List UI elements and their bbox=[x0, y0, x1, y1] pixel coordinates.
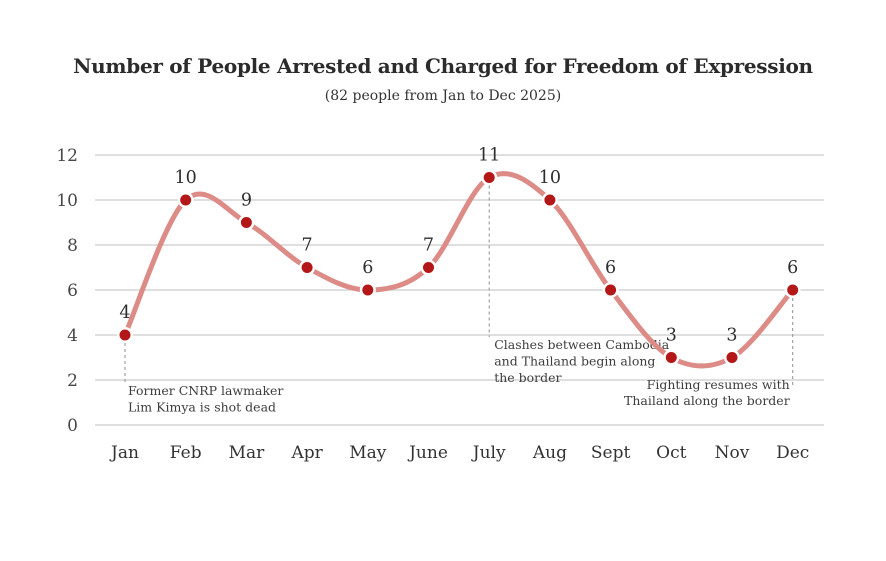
data-label-dec: 6 bbox=[787, 258, 798, 278]
annotation-text-dec-line-1: Fighting resumes with bbox=[647, 377, 790, 392]
data-label-feb: 10 bbox=[175, 168, 197, 188]
x-tick-label-feb: Feb bbox=[170, 443, 202, 463]
marker-nov bbox=[726, 352, 738, 363]
chart-title: Number of People Arrested and Charged fo… bbox=[73, 54, 813, 78]
y-tick-label-10: 10 bbox=[56, 191, 78, 211]
y-tick-label-0: 0 bbox=[67, 416, 78, 436]
y-tick-label-12: 12 bbox=[56, 146, 78, 166]
y-tick-label-8: 8 bbox=[67, 236, 78, 256]
annotation-text-jan-line-2: Lim Kimya is shot dead bbox=[128, 400, 276, 415]
x-tick-label-mar: Mar bbox=[229, 443, 266, 463]
x-tick-label-may: May bbox=[349, 443, 387, 463]
marker-mar bbox=[240, 217, 252, 228]
x-tick-label-apr: Apr bbox=[290, 443, 323, 463]
marker-oct bbox=[665, 352, 677, 363]
marker-may bbox=[362, 284, 374, 296]
marker-june bbox=[423, 262, 434, 273]
x-tick-label-july: July bbox=[471, 443, 506, 463]
marker-aug bbox=[544, 194, 556, 206]
data-label-sept: 6 bbox=[605, 258, 616, 278]
y-tick-label-4: 4 bbox=[67, 326, 78, 346]
data-label-jan: 4 bbox=[119, 303, 130, 323]
x-tick-label-aug: Aug bbox=[532, 443, 567, 463]
data-label-june: 7 bbox=[423, 236, 434, 256]
marker-apr bbox=[301, 262, 313, 273]
y-tick-label-2: 2 bbox=[67, 371, 78, 391]
x-tick-label-sept: Sept bbox=[591, 443, 631, 463]
annotation-text-july-line-2: and Thailand begin along bbox=[494, 354, 655, 369]
marker-feb bbox=[180, 194, 192, 206]
x-tick-label-june: June bbox=[407, 443, 448, 463]
series-line bbox=[122, 171, 796, 369]
data-label-may: 6 bbox=[362, 258, 373, 278]
annotation-text-july-line-1: Clashes between Cambodia bbox=[494, 337, 670, 352]
annotation-text-dec-line-2: Thailand along the border bbox=[624, 393, 790, 408]
marker-sept bbox=[605, 284, 617, 296]
marker-jan bbox=[119, 329, 131, 341]
annotation-text-july-line-3: the border bbox=[494, 370, 561, 385]
chart-subtitle: (82 people from Jan to Dec 2025) bbox=[324, 88, 562, 104]
data-label-apr: 7 bbox=[302, 236, 313, 256]
data-label-oct: 3 bbox=[666, 326, 677, 346]
x-tick-label-jan: Jan bbox=[109, 443, 139, 463]
y-tick-label-6: 6 bbox=[67, 281, 78, 301]
marker-july bbox=[483, 172, 495, 183]
data-label-nov: 3 bbox=[726, 326, 737, 346]
data-label-aug: 10 bbox=[539, 168, 561, 188]
data-label-july: 11 bbox=[478, 146, 500, 166]
x-tick-label-dec: Dec bbox=[776, 443, 809, 463]
x-tick-label-nov: Nov bbox=[715, 443, 750, 463]
annotation-text-jan-line-1: Former CNRP lawmaker bbox=[128, 383, 283, 398]
marker-dec bbox=[787, 284, 799, 296]
data-label-mar: 9 bbox=[241, 191, 252, 211]
x-tick-label-oct: Oct bbox=[656, 443, 686, 463]
